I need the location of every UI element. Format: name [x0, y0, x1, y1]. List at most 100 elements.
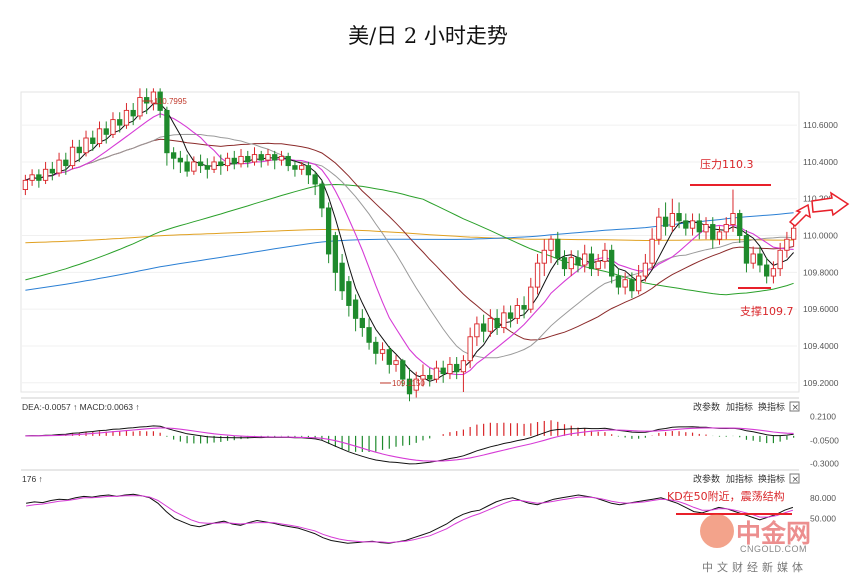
chart-title: 美/日 2 小时走势	[348, 24, 508, 48]
macd-change-params-button[interactable]: 改参数	[693, 401, 720, 413]
macd-y-axis: 0.2100 -0.0500 -0.3000	[810, 412, 839, 469]
macd-close-glyph: ×	[792, 403, 800, 413]
candle-body	[433, 367, 440, 380]
kd-switch-indicator-button[interactable]: 换指标	[758, 473, 785, 485]
candle-body	[29, 174, 35, 181]
candle-body	[622, 279, 628, 288]
candle-body	[730, 213, 736, 225]
candle-body	[130, 109, 136, 117]
peak-label: 110.7995	[154, 97, 187, 106]
candle-body	[541, 249, 547, 264]
y-tick-label: 110.2000	[803, 194, 838, 204]
candle-body	[272, 154, 278, 161]
candle-body	[703, 224, 709, 233]
candle-body	[494, 317, 500, 329]
candle-body	[548, 238, 554, 251]
candle-body	[56, 159, 62, 174]
kd-d-line	[26, 495, 794, 544]
candle-body	[359, 317, 365, 329]
candle-body	[555, 238, 561, 259]
macd-dea-line	[25, 427, 794, 462]
candle-body	[743, 235, 750, 264]
candle-body	[69, 146, 76, 167]
candle-body	[123, 109, 130, 126]
macd-add-indicator-button[interactable]: 加指标	[726, 401, 753, 413]
candle-body	[238, 155, 244, 165]
candle-body	[278, 155, 285, 161]
candle-body	[150, 91, 157, 104]
candle-body	[710, 224, 716, 240]
candle-body	[467, 336, 473, 362]
ma20-line	[25, 133, 794, 359]
candle-body	[63, 159, 69, 167]
kd-lines	[26, 493, 794, 544]
candle-body	[22, 179, 29, 190]
macd-switch-indicator-button[interactable]: 换指标	[758, 401, 785, 413]
y-tick-label: 110.0000	[803, 231, 838, 241]
y-tick-label: 109.4000	[803, 341, 839, 351]
candle-body	[784, 238, 790, 251]
resistance-label: 压力110.3	[700, 158, 754, 171]
watermark: 中金网 CNGOLD.COM 中文财经新媒体	[700, 512, 850, 584]
candle-body	[258, 154, 264, 161]
candle-body	[615, 275, 622, 288]
candle-body	[514, 305, 520, 319]
candle-body	[265, 154, 271, 161]
candle-body	[689, 220, 696, 229]
candle-body	[696, 220, 702, 233]
kd-close-glyph: ×	[792, 475, 800, 485]
candle-body	[716, 231, 723, 240]
candle-body	[137, 97, 143, 117]
watermark-logo: 中金网	[736, 519, 812, 548]
macd-close-icon[interactable]	[789, 401, 800, 412]
candle-body	[110, 119, 116, 135]
candle-body	[204, 165, 210, 170]
y-tick-label: 109.2000	[803, 378, 839, 388]
candle-body	[211, 161, 217, 170]
candle-body	[413, 378, 419, 391]
candle-body	[662, 216, 669, 227]
candle-body	[76, 146, 82, 154]
y-tick-label: 109.6000	[803, 304, 839, 314]
candle-body	[656, 216, 662, 240]
y-tick-label: 109.8000	[803, 267, 839, 277]
candle-body	[474, 323, 480, 338]
y-tick-label: 110.4000	[803, 157, 838, 167]
kd-close-icon[interactable]	[789, 473, 800, 484]
candle-body	[285, 155, 291, 167]
candle-body	[325, 207, 332, 255]
candle-body	[36, 174, 42, 181]
candle-body	[649, 238, 655, 264]
candle-body	[352, 299, 359, 319]
main-y-axis: 110.6000 110.4000 110.2000 110.0000 109.8000…	[803, 120, 839, 388]
candle-body	[501, 312, 507, 329]
candle-body	[575, 257, 581, 266]
macd-lines	[25, 425, 794, 465]
kd-y-tick-label: 50.000	[810, 513, 836, 523]
candle-body	[177, 157, 184, 163]
candle-body	[602, 249, 608, 262]
candle-body	[487, 317, 494, 332]
main-gridlines	[22, 124, 797, 384]
candle-body	[96, 128, 103, 144]
kd-toolbar: 改参数 加指标 换指标 ×	[693, 473, 800, 485]
macd-y-tick-label: -0.0500	[810, 435, 839, 445]
candle-body	[191, 161, 197, 172]
candle-body	[595, 260, 601, 270]
macd-y-tick-label: 0.2100	[810, 412, 836, 422]
candle-body	[568, 257, 574, 270]
candle-body	[224, 157, 231, 167]
kd-change-params-button[interactable]: 改参数	[693, 473, 720, 485]
candle-body	[790, 227, 797, 240]
candle-body	[582, 253, 588, 266]
candle-body	[312, 174, 318, 185]
support-label: 支撑109.7	[740, 304, 794, 318]
candle-body	[346, 281, 352, 306]
candle-body	[635, 275, 642, 292]
trough-label: 109.1150	[392, 379, 425, 388]
kd-add-indicator-button[interactable]: 加指标	[726, 473, 753, 485]
candle-body	[420, 374, 426, 380]
ma10-line	[25, 113, 794, 376]
candle-body	[454, 363, 460, 373]
